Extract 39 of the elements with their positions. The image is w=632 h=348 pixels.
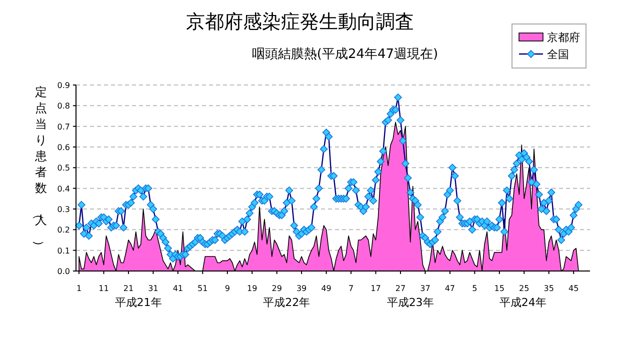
x-tick-label: 37 <box>420 284 430 293</box>
legend-label: 京都府 <box>547 31 580 44</box>
x-tick-label: 9 <box>224 284 230 293</box>
x-tick-label: 21 <box>123 284 134 293</box>
x-tick-label: 27 <box>395 284 406 293</box>
legend-label: 全国 <box>547 48 569 61</box>
y-tick-label: 0.6 <box>57 143 70 152</box>
y-tick-label: 0.8 <box>57 102 70 111</box>
y-tick-label: 0.1 <box>57 246 70 256</box>
text: 平成23年 <box>386 296 434 309</box>
chart-title: 京都府感染症発生動向調査 <box>186 11 414 33</box>
x-tick-label: 29 <box>272 284 282 293</box>
x-tick-label: 31 <box>148 284 158 293</box>
x-tick-label: 11 <box>98 284 109 293</box>
x-tick-label: 17 <box>370 284 381 293</box>
chart-subtitle: 咽頭結膜熱(平成24年47週現在) <box>252 47 438 62</box>
x-tick-label: 15 <box>494 284 504 293</box>
x-tick-label: 1 <box>76 284 82 293</box>
x-tick-label: 35 <box>544 284 554 293</box>
x-tick-label: 5 <box>472 284 478 293</box>
x-tick-label: 19 <box>247 284 258 293</box>
y-tick-label: 0.9 <box>57 81 70 90</box>
x-tick-label: 41 <box>172 284 184 293</box>
y-tick-label: 0.5 <box>57 164 70 173</box>
y-tick-label: 0.0 <box>57 267 70 276</box>
y-tick-label: 0.7 <box>57 122 70 132</box>
x-tick-label: 7 <box>348 284 354 293</box>
x-tick-label: 47 <box>444 284 456 293</box>
x-tick-label: 49 <box>321 284 332 293</box>
text: 平成24年 <box>499 296 546 309</box>
text: 平成22年 <box>263 296 310 309</box>
text: 平成21年 <box>114 296 162 309</box>
y-tick-label: 0.4 <box>57 184 70 194</box>
y-tick-label: 0.3 <box>57 205 70 214</box>
x-tick-label: 25 <box>519 284 530 293</box>
x-tick-label: 39 <box>296 284 307 293</box>
y-tick-label: 0.2 <box>57 226 70 235</box>
x-tick-label: 51 <box>198 284 208 293</box>
x-tick-label: 45 <box>568 284 579 293</box>
